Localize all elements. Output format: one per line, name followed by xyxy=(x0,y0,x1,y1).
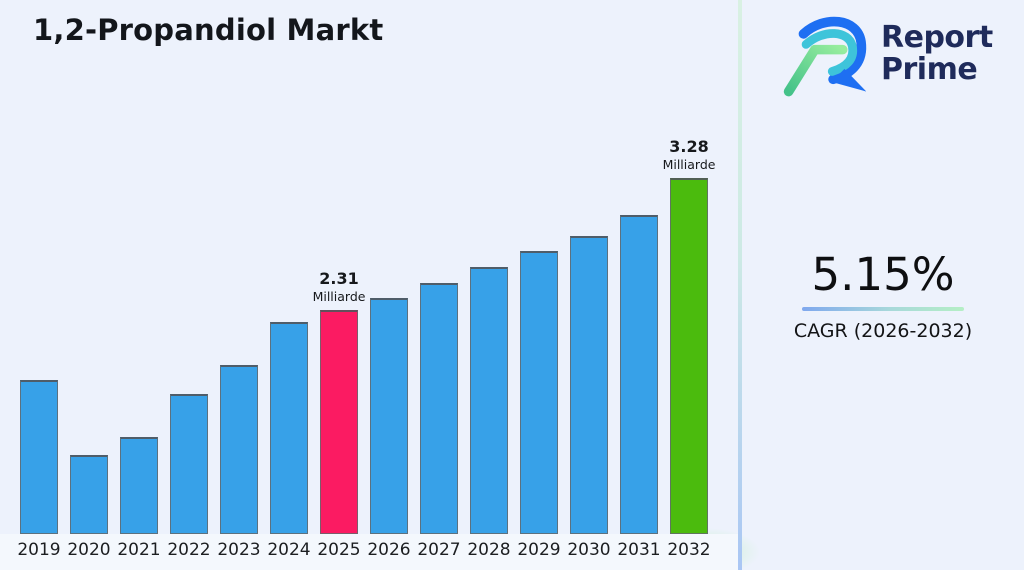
bar-column-2020 xyxy=(64,134,114,534)
brand-name-line2: Prime xyxy=(881,52,978,87)
bar-column-2027 xyxy=(414,134,464,534)
x-tick-2022: 2022 xyxy=(167,540,211,560)
bar-column-2023 xyxy=(214,134,264,534)
bar-column-2028 xyxy=(464,134,514,534)
bar-column-2022 xyxy=(164,134,214,534)
bar-2026 xyxy=(370,298,408,534)
x-tick-2027: 2027 xyxy=(417,540,461,560)
panel-separator xyxy=(738,0,742,570)
x-tick-2029: 2029 xyxy=(517,540,561,560)
x-axis-strip xyxy=(0,534,740,570)
bar-2023 xyxy=(220,365,258,534)
cagr-block: 5.15% CAGR (2026-2032) xyxy=(773,248,993,343)
x-tick-2030: 2030 xyxy=(567,540,611,560)
bar-column-2026 xyxy=(364,134,414,534)
bar-2027 xyxy=(420,283,458,534)
bar-column-2031 xyxy=(614,134,664,534)
x-tick-2019: 2019 xyxy=(17,540,61,560)
bar-2031 xyxy=(620,215,658,534)
x-tick-2020: 2020 xyxy=(67,540,111,560)
bar-2020 xyxy=(70,455,108,534)
brand-name-line1: Report xyxy=(881,20,993,55)
bar-column-2019 xyxy=(14,134,64,534)
bar-column-2021 xyxy=(114,134,164,534)
x-tick-2031: 2031 xyxy=(617,540,661,560)
x-tick-2026: 2026 xyxy=(367,540,411,560)
bottom-margin-strip xyxy=(0,570,1024,576)
bar-2019 xyxy=(20,380,58,534)
bar-chart: 2.31 Milliarde 3.28 Milliarde xyxy=(14,134,716,534)
x-tick-2025: 2025 xyxy=(317,540,361,560)
page-title: 1,2-Propandiol Markt xyxy=(33,13,384,47)
bar-value-label-2032: 3.28 Milliarde xyxy=(662,137,716,172)
bar-column-2025: 2.31 Milliarde xyxy=(312,134,366,534)
cagr-value: 5.15% xyxy=(811,248,955,301)
x-tick-2023: 2023 xyxy=(217,540,261,560)
x-axis-labels: 2019 2020 2021 2022 2023 2024 2025 2026 2027 2028… xyxy=(14,540,714,560)
x-tick-2028: 2028 xyxy=(467,540,511,560)
x-tick-2021: 2021 xyxy=(117,540,161,560)
bar-2032 xyxy=(670,178,708,534)
bar-column-2032: 3.28 Milliarde xyxy=(662,134,716,534)
brand-name: Report Prime xyxy=(881,22,993,86)
bar-2030 xyxy=(570,236,608,534)
bar-column-2024 xyxy=(264,134,314,534)
bar-2022 xyxy=(170,394,208,534)
bar-column-2029 xyxy=(514,134,564,534)
bar-2025 xyxy=(320,310,358,534)
bar-value-label-2025: 2.31 Milliarde xyxy=(312,269,366,304)
bar-2024 xyxy=(270,322,308,534)
x-tick-2024: 2024 xyxy=(267,540,311,560)
bar-2028 xyxy=(470,267,508,534)
cagr-label: CAGR (2026-2032) xyxy=(793,320,973,342)
brand-block: Report Prime xyxy=(779,10,993,98)
cagr-underline-decoration xyxy=(802,307,964,311)
bar-column-2030 xyxy=(564,134,614,534)
report-prime-logo-icon xyxy=(783,16,867,97)
bar-2029 xyxy=(520,251,558,534)
bar-2021 xyxy=(120,437,158,534)
x-tick-2032: 2032 xyxy=(667,540,711,560)
